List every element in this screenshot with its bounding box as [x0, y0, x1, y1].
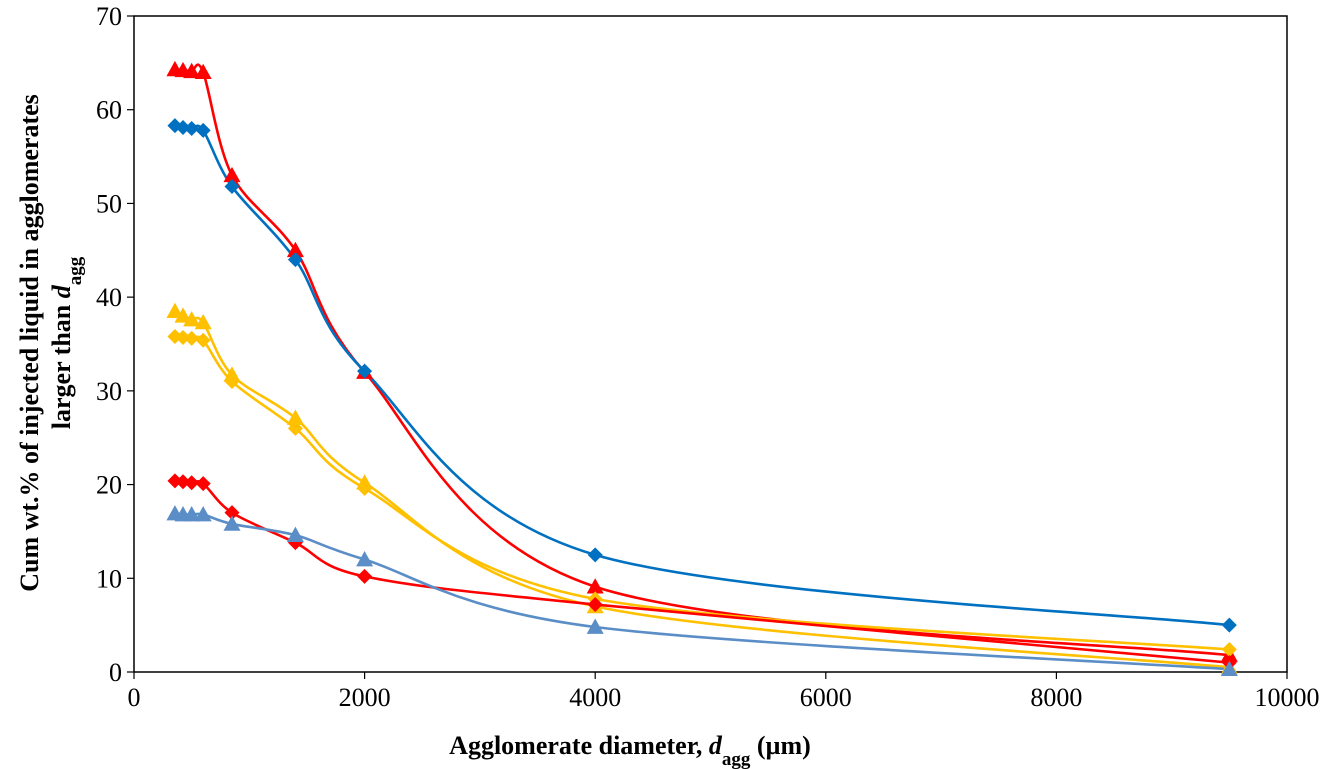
data-point-diamond	[357, 363, 373, 379]
data-point-triangle	[166, 302, 184, 318]
data-point-diamond	[195, 122, 211, 138]
plot-area	[133, 15, 1288, 673]
data-point-diamond	[175, 474, 191, 490]
y-tick-label: 10	[96, 564, 122, 593]
data-point-triangle	[223, 515, 241, 531]
series-line	[174, 479, 1230, 664]
x-axis-ticks: 0 2000 4000 6000 8000 10000	[128, 672, 1320, 712]
series-lines	[174, 63, 1230, 671]
x-tick-label: 8000	[1030, 683, 1082, 712]
x-tick-label: 10000	[1255, 683, 1320, 712]
data-point-diamond	[175, 329, 191, 345]
series-markers	[166, 60, 1238, 676]
data-point-diamond	[357, 568, 373, 584]
data-point-triangle	[586, 578, 604, 594]
data-point-triangle	[286, 409, 304, 425]
y-tick-label: 30	[96, 377, 122, 406]
data-point-diamond	[1221, 642, 1237, 658]
y-axis-title-line2: larger than dagg	[47, 256, 86, 429]
y-tick-label: 60	[96, 96, 122, 125]
x-tick-label: 0	[128, 683, 141, 712]
series-line	[174, 335, 1230, 651]
data-point-triangle	[183, 62, 201, 79]
data-point-diamond	[167, 118, 183, 134]
data-point-triangle	[183, 506, 201, 522]
data-point-diamond	[287, 420, 303, 436]
data-point-triangle	[174, 307, 192, 323]
data-point-triangle	[223, 166, 241, 183]
data-point-diamond	[184, 475, 200, 491]
data-point-diamond	[587, 547, 603, 563]
data-point-diamond	[224, 505, 240, 521]
data-point-triangle	[286, 241, 304, 258]
x-tick-label: 4000	[569, 683, 621, 712]
data-point-triangle	[586, 618, 604, 634]
data-point-triangle	[194, 63, 212, 80]
data-point-diamond	[587, 597, 603, 613]
data-point-diamond	[287, 252, 303, 268]
data-point-triangle	[194, 506, 212, 522]
y-tick-label: 50	[96, 189, 122, 218]
y-tick-label: 0	[109, 658, 122, 687]
data-point-diamond	[195, 476, 211, 492]
data-point-diamond	[175, 120, 191, 136]
data-point-triangle	[194, 313, 212, 330]
data-point-diamond	[224, 179, 240, 195]
x-axis-title: Agglomerate diameter, dagg (µm)	[449, 731, 811, 769]
series-line	[174, 512, 1230, 671]
data-point-triangle	[286, 526, 304, 542]
y-tick-label: 40	[96, 283, 122, 312]
y-tick-label: 20	[96, 471, 122, 500]
data-point-diamond	[195, 332, 211, 348]
data-point-diamond	[224, 373, 240, 389]
data-point-diamond	[184, 120, 200, 136]
data-point-diamond	[1221, 617, 1237, 633]
data-point-triangle	[1220, 660, 1238, 676]
x-tick-label: 2000	[339, 683, 391, 712]
data-point-diamond	[184, 330, 200, 346]
data-point-triangle	[356, 551, 374, 567]
y-tick-label: 70	[96, 2, 122, 31]
data-point-triangle	[183, 311, 201, 327]
y-axis-ticks: 0 10 20 30 40 50 60 70	[96, 2, 134, 687]
y-axis-title-line1: Cum wt.% of injected liquid in agglomera…	[15, 94, 44, 592]
x-tick-label: 6000	[800, 683, 852, 712]
y-axis-title: Cum wt.% of injected liquid in agglomera…	[15, 94, 86, 592]
data-point-diamond	[357, 480, 373, 496]
